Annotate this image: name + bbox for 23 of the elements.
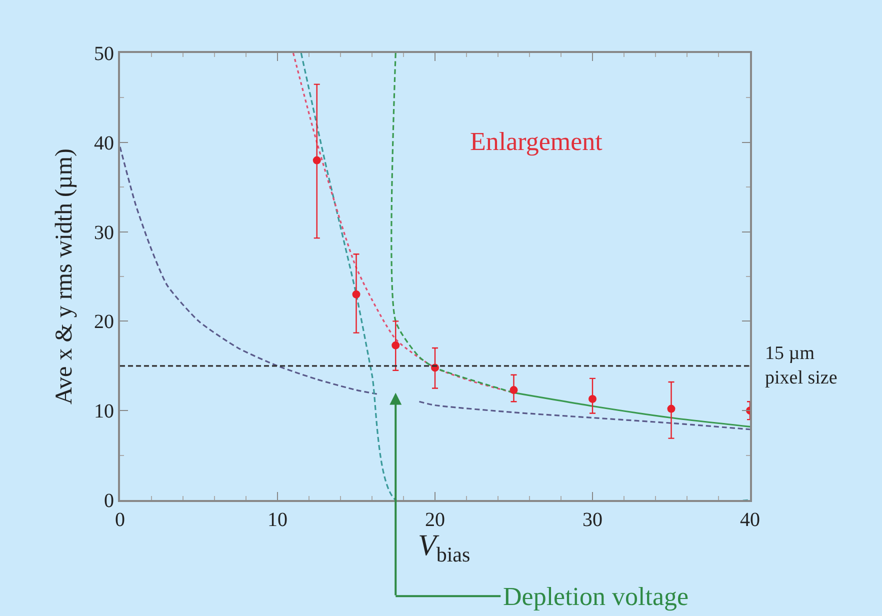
text: Depletion voltage	[503, 582, 689, 611]
y-tick-label: 40	[94, 132, 114, 154]
ref-line-label: 15 µm pixel size	[765, 343, 838, 389]
point	[510, 386, 518, 394]
y-tick-label: 30	[94, 222, 114, 244]
x-tick-label: 40	[740, 509, 760, 531]
y-tick-label: 50	[94, 43, 114, 65]
line-series	[300, 53, 750, 500]
x-tick-label: 20	[425, 509, 445, 531]
annotation: Enlargement	[470, 127, 604, 156]
line-series	[418, 400, 750, 430]
point	[588, 394, 596, 403]
point	[392, 341, 400, 350]
point	[352, 290, 360, 298]
y-axis-title: Ave x & y rms width (µm)	[52, 148, 78, 405]
point	[312, 156, 321, 164]
y-tick-label: 20	[94, 311, 114, 334]
x-tick-label: 10	[268, 509, 288, 531]
x-tick-label: 30	[582, 509, 602, 531]
y-tick-label: 0	[104, 490, 114, 512]
text: V$_{bias}$	[418, 529, 470, 566]
point	[667, 404, 676, 413]
y-tick-label: 10	[94, 400, 114, 423]
